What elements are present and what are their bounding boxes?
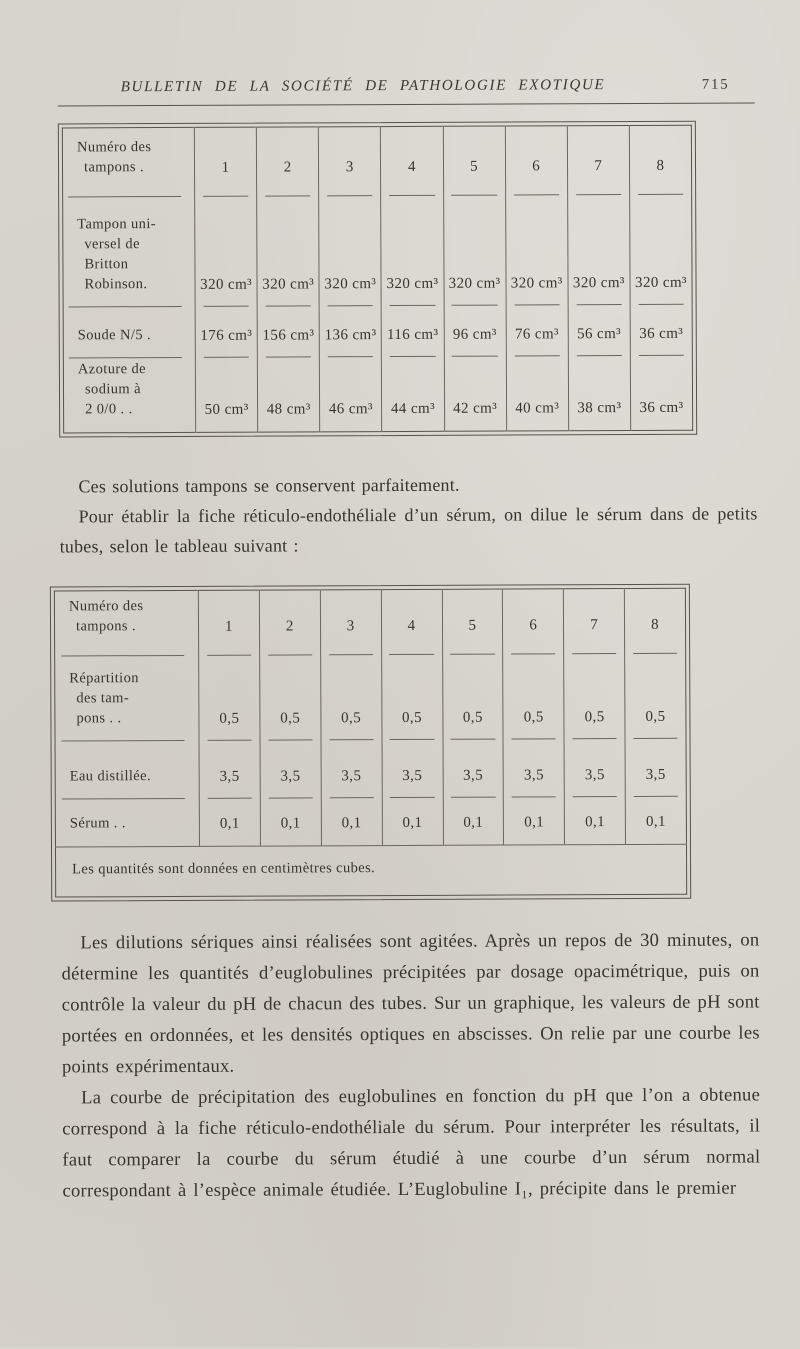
table-cell: 0,5 <box>320 655 382 741</box>
table-cell: 320 cm³ <box>443 195 506 306</box>
table-cell: 36 cm³ <box>630 304 693 356</box>
table-cell: 176 cm³ <box>195 306 258 358</box>
table-cell: 320 cm³ <box>567 194 631 305</box>
table-cell: 116 cm³ <box>381 305 444 357</box>
table-cell: 3,5 <box>381 739 443 798</box>
table-cell: 42 cm³ <box>443 356 507 432</box>
table-row: Azoture de sodium à 2 0/0 . . 50 cm³ 48 cm… <box>63 355 693 433</box>
table-footnote: Les quantités sont données en centimètre… <box>72 860 376 878</box>
table-cell: 320 cm³ <box>381 195 444 306</box>
table-cell: 96 cm³ <box>443 305 506 357</box>
column-header: 1 <box>194 127 257 197</box>
column-header: 3 <box>320 589 382 656</box>
dilution-table: Numéro des tampons . 1 2 3 4 5 6 7 8 Répartition … <box>53 587 688 898</box>
paragraph-interpretation: La courbe de précipitation des euglobuli… <box>62 1084 761 1202</box>
table-cell: 3,5 <box>564 738 626 797</box>
page-number: 715 <box>701 76 730 93</box>
column-header: 1 <box>198 590 260 657</box>
table-row: Sérum . . 0,1 0,1 0,1 0,1 0,1 0,1 0,1 0,1 <box>55 796 687 847</box>
table-row: Tampon uni- versel de Britton Robinson. 3… <box>63 194 693 308</box>
row-header-label: Numéro des tampons . <box>62 127 194 197</box>
table-cell: 0,1 <box>260 797 322 846</box>
column-header: 5 <box>441 589 504 656</box>
table-cell: 0,5 <box>198 656 260 741</box>
table-cell: 38 cm³ <box>568 355 631 431</box>
buffer-volumes-table-frame: Numéro des tampons . 1 2 3 4 5 6 7 8 Tampon uni- … <box>57 120 698 438</box>
table-cell: 0,5 <box>503 654 565 740</box>
table-cell: 3,5 <box>625 738 687 797</box>
row-label: Azoture de sodium à 2 0/0 . . <box>77 361 146 418</box>
table-cell: 46 cm³ <box>319 356 383 432</box>
journal-title: BULLETIN DE LA SOCIÉTÉ DE PATHOLOGIE EXO… <box>120 77 606 96</box>
table-cell: 0,1 <box>199 798 261 846</box>
column-header: 7 <box>567 125 630 195</box>
table-row: Soude N/5 . 176 cm³ 156 cm³ 136 cm³ 116 cm³ 9… <box>63 304 693 358</box>
table-cell: 320 cm³ <box>629 194 693 305</box>
table-footnote-row: Les quantités sont données en centimètre… <box>55 844 686 897</box>
table-row: Répartition des tam- pons . . 0,5 0,5 0,5 0,… <box>55 654 687 741</box>
table-cell: 0,1 <box>442 797 504 845</box>
column-header: 6 <box>502 588 564 655</box>
dilution-table-frame: Numéro des tampons . 1 2 3 4 5 6 7 8 Répartition … <box>49 583 692 902</box>
column-header: 4 <box>380 589 443 656</box>
buffer-volumes-table: Numéro des tampons . 1 2 3 4 5 6 7 8 Tampon uni- … <box>61 124 694 434</box>
table-cell: 156 cm³ <box>257 306 320 358</box>
table-cell: 50 cm³ <box>195 357 258 433</box>
table-cell: 44 cm³ <box>381 356 445 432</box>
table-cell: 136 cm³ <box>319 305 382 357</box>
table-cell: 320 cm³ <box>505 194 568 306</box>
paragraph-conservation: Ces solutions tampons se conservent parf… <box>78 474 460 497</box>
table-cell: 320 cm³ <box>194 196 258 307</box>
column-header: 8 <box>629 125 692 195</box>
row-label: Tampon uni- versel de Britton Robinson. <box>63 197 195 308</box>
table-cell: 0,1 <box>503 796 565 845</box>
discussion-text-block: Les dilutions sériques ainsi réalisées s… <box>61 924 760 1206</box>
table-cell: 36 cm³ <box>630 355 693 431</box>
table-cell: 0,5 <box>563 654 626 740</box>
paragraph-dilution-intro: Pour établir la fiche réticulo-endothéli… <box>59 503 758 557</box>
row-label: Soude N/5 . <box>63 307 195 358</box>
column-header: 8 <box>624 588 686 655</box>
column-header: 3 <box>318 126 382 197</box>
table-cell: 3,5 <box>442 739 504 798</box>
column-header: 2 <box>259 589 321 657</box>
table-cell: 320 cm³ <box>256 196 320 307</box>
table-cell: 320 cm³ <box>318 195 382 307</box>
table-cell: 0,1 <box>321 797 383 846</box>
table-cell: 40 cm³ <box>505 355 569 432</box>
column-header: 6 <box>504 125 568 196</box>
table-cell: 0,5 <box>381 655 443 741</box>
table-cell: 0,5 <box>259 655 321 741</box>
table-cell: 3,5 <box>320 740 382 798</box>
table-cell: 56 cm³ <box>567 304 631 356</box>
table-cell: 48 cm³ <box>257 356 320 433</box>
table-cell: 76 cm³ <box>505 304 569 357</box>
paragraph-method: Les dilutions sériques ainsi réalisées s… <box>61 929 760 1078</box>
column-header: 4 <box>380 126 444 196</box>
row-label: Eau distillée. <box>55 741 199 799</box>
row-header-label: Numéro des tampons . <box>54 590 198 657</box>
column-header: 7 <box>563 588 625 655</box>
table-cell: 3,5 <box>503 739 565 798</box>
table-cell: 3,5 <box>199 740 261 799</box>
column-header: 5 <box>442 126 506 196</box>
table-cell: 0,1 <box>564 796 626 845</box>
table-cell: 0,5 <box>624 654 687 739</box>
table-cell: 0,1 <box>625 796 687 845</box>
intro-text-block: Ces solutions tampons se conservent parf… <box>59 468 758 561</box>
table-cell: 0,1 <box>381 797 443 846</box>
header-rule <box>57 102 755 107</box>
row-label: Sérum . . <box>55 798 200 847</box>
table-cell: 3,5 <box>259 740 322 799</box>
row-label: Répartition des tam- pons . . <box>55 656 199 741</box>
table-cell: 0,5 <box>442 654 504 740</box>
column-header: 2 <box>256 126 319 197</box>
table-row: Eau distillée. 3,5 3,5 3,5 3,5 3,5 3,5 3,5 3,5 <box>55 738 687 799</box>
running-head: BULLETIN DE LA SOCIÉTÉ DE PATHOLOGIE EXO… <box>58 76 755 96</box>
